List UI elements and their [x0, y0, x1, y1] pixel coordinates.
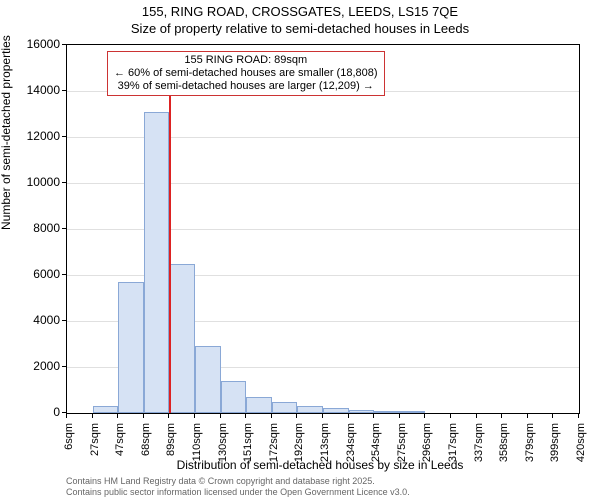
annotation-line-1: 155 RING ROAD: 89sqm	[114, 54, 378, 67]
y-tick-mark	[62, 320, 66, 321]
x-tick-label: 68sqm	[140, 423, 152, 483]
x-tick-label: 234sqm	[345, 423, 357, 483]
y-tick-label: 6000	[10, 267, 60, 281]
x-tick-label: 275sqm	[396, 423, 408, 483]
histogram-bar	[221, 381, 247, 413]
y-tick-label: 2000	[10, 359, 60, 373]
histogram-bar	[272, 402, 298, 414]
y-tick-mark	[62, 366, 66, 367]
y-tick-label: 0	[10, 405, 60, 419]
x-tick-mark	[348, 414, 349, 418]
histogram-bar	[118, 282, 144, 413]
x-tick-label: 6sqm	[63, 423, 75, 483]
x-tick-mark	[501, 414, 502, 418]
x-tick-label: 151sqm	[242, 423, 254, 483]
x-tick-mark	[476, 414, 477, 418]
chart-title-sub: Size of property relative to semi-detach…	[0, 21, 600, 36]
histogram-bar	[400, 411, 426, 413]
y-axis-title: Number of semi-detached properties	[0, 35, 13, 230]
histogram-bar	[93, 406, 119, 413]
x-tick-label: 296sqm	[421, 423, 433, 483]
footer-line-1: Contains HM Land Registry data © Crown c…	[66, 476, 410, 487]
histogram-bar	[144, 112, 170, 413]
footer-attribution: Contains HM Land Registry data © Crown c…	[66, 476, 410, 498]
x-tick-label: 379sqm	[524, 423, 536, 483]
x-tick-label: 254sqm	[370, 423, 382, 483]
y-tick-label: 16000	[10, 37, 60, 51]
x-tick-label: 27sqm	[89, 423, 101, 483]
x-tick-label: 130sqm	[217, 423, 229, 483]
x-tick-mark	[322, 414, 323, 418]
histogram-bar	[195, 346, 221, 413]
histogram-bar	[349, 410, 375, 413]
x-tick-label: 213sqm	[319, 423, 331, 483]
x-tick-mark	[194, 414, 195, 418]
marker-line	[169, 73, 171, 413]
x-tick-mark	[245, 414, 246, 418]
chart-container: 155, RING ROAD, CROSSGATES, LEEDS, LS15 …	[0, 0, 600, 500]
x-tick-mark	[373, 414, 374, 418]
y-tick-label: 4000	[10, 313, 60, 327]
x-tick-mark	[552, 414, 553, 418]
y-tick-mark	[62, 228, 66, 229]
x-axis-title: Distribution of semi-detached houses by …	[0, 458, 600, 472]
annotation-box: 155 RING ROAD: 89sqm← 60% of semi-detach…	[107, 51, 385, 96]
footer-line-2: Contains public sector information licen…	[66, 487, 410, 498]
chart-title-main: 155, RING ROAD, CROSSGATES, LEEDS, LS15 …	[0, 4, 600, 19]
y-tick-mark	[62, 44, 66, 45]
x-tick-mark	[399, 414, 400, 418]
plot-area: 155 RING ROAD: 89sqm← 60% of semi-detach…	[66, 44, 580, 414]
x-tick-label: 358sqm	[498, 423, 510, 483]
x-tick-label: 337sqm	[473, 423, 485, 483]
y-tick-mark	[62, 412, 66, 413]
histogram-bar	[169, 264, 195, 414]
x-tick-label: 172sqm	[268, 423, 280, 483]
annotation-line-2: ← 60% of semi-detached houses are smalle…	[114, 67, 378, 80]
x-tick-mark	[527, 414, 528, 418]
x-tick-mark	[296, 414, 297, 418]
histogram-bar	[374, 411, 400, 413]
y-tick-mark	[62, 182, 66, 183]
x-tick-mark	[117, 414, 118, 418]
histogram-bar	[323, 408, 349, 413]
y-tick-mark	[62, 274, 66, 275]
y-tick-mark	[62, 90, 66, 91]
x-tick-mark	[92, 414, 93, 418]
y-tick-label: 14000	[10, 83, 60, 97]
x-tick-mark	[271, 414, 272, 418]
x-tick-mark	[143, 414, 144, 418]
histogram-bar	[246, 397, 272, 413]
x-tick-mark	[450, 414, 451, 418]
x-tick-mark	[168, 414, 169, 418]
x-tick-mark	[66, 414, 67, 418]
y-tick-label: 10000	[10, 175, 60, 189]
x-tick-label: 420sqm	[575, 423, 587, 483]
y-tick-label: 8000	[10, 221, 60, 235]
x-tick-label: 399sqm	[549, 423, 561, 483]
x-tick-mark	[220, 414, 221, 418]
y-tick-mark	[62, 136, 66, 137]
histogram-bar	[297, 406, 323, 413]
y-tick-label: 12000	[10, 129, 60, 143]
x-tick-label: 317sqm	[447, 423, 459, 483]
x-tick-mark	[578, 414, 579, 418]
x-tick-label: 192sqm	[293, 423, 305, 483]
x-tick-mark	[424, 414, 425, 418]
x-tick-label: 89sqm	[165, 423, 177, 483]
annotation-line-3: 39% of semi-detached houses are larger (…	[114, 80, 378, 93]
x-tick-label: 47sqm	[114, 423, 126, 483]
x-tick-label: 110sqm	[191, 423, 203, 483]
